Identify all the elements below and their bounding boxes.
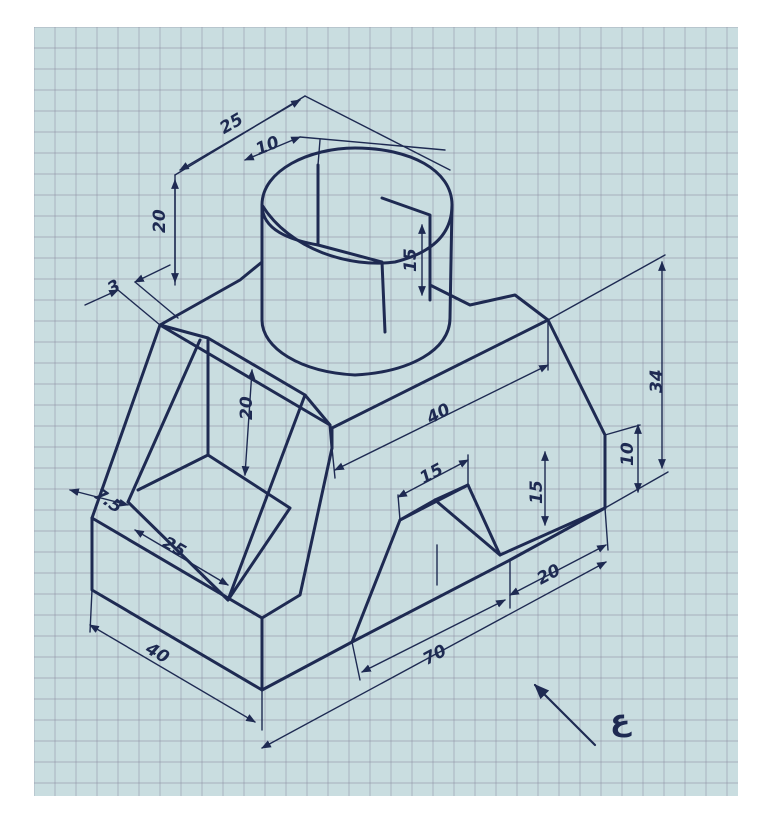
base-outline [90,516,354,692]
base-top-front-edge [90,516,264,620]
dim-notch-height: 15 [527,480,547,504]
dim-step-height: 10 [618,442,638,466]
left-frame-post [126,338,202,504]
top-surface-back [158,260,264,327]
notch-diagonal [433,498,502,557]
notch [350,483,607,644]
top-surface-right [428,283,550,322]
left-frame-post2 [226,393,307,602]
dim-total-height: 34 [647,369,667,393]
dim-base-length: 70 [420,641,450,670]
left-frame-inner-back [158,323,332,427]
cylinder-slot-2 [380,196,432,302]
dim-cylinder-height: 20 [150,209,170,233]
pocket-floor [136,453,292,602]
dim-slot-depth: 15 [401,248,421,272]
isometric-drawing: 25 10 20 15 3 20 40 34 10 15 15 20 7.5 2… [34,27,738,796]
graph-paper: 25 10 20 15 3 20 40 34 10 15 15 20 7.5 2… [34,27,738,796]
cylinder-body [260,203,454,377]
cylinder-slot-cut [260,203,320,247]
dim-slot-width: 10 [253,132,283,159]
dim-base-width: 40 [141,638,173,668]
cylinder-top [260,146,454,265]
cylinder-slot [316,163,387,334]
dim-pocket-depth: 20 [237,396,257,420]
signature: ع [610,703,632,738]
dimension-lines [69,95,669,749]
